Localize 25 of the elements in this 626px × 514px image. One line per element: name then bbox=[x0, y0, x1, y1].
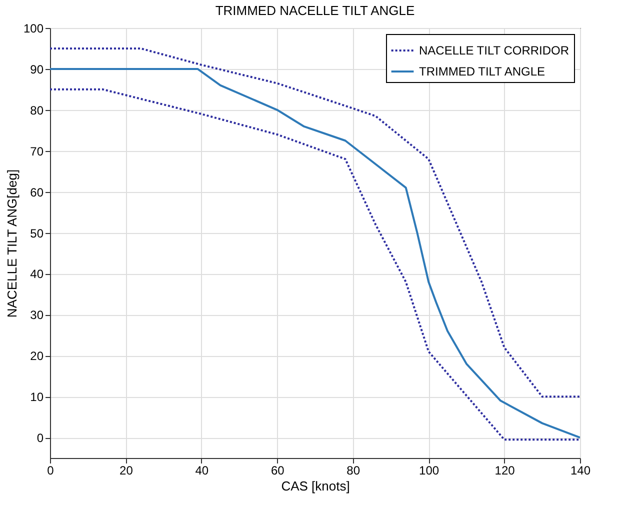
x-tick-label: 40 bbox=[195, 464, 209, 478]
y-tick-label: 80 bbox=[30, 103, 44, 118]
legend-label: TRIMMED TILT ANGLE bbox=[419, 64, 546, 78]
x-tick-label: 80 bbox=[346, 464, 360, 478]
x-tick-label: 120 bbox=[494, 464, 516, 478]
x-axis-title: CAS [knots] bbox=[281, 478, 350, 494]
y-tick-label: 20 bbox=[30, 349, 44, 364]
y-tick-label: 90 bbox=[30, 62, 44, 76]
x-tick-label: 100 bbox=[419, 464, 440, 478]
x-tick-label: 0 bbox=[47, 464, 54, 478]
y-axis-title: NACELLE TILT ANG[deg] bbox=[4, 169, 20, 318]
y-tick-label: 50 bbox=[30, 226, 44, 240]
line-series bbox=[50, 47, 580, 398]
y-tick-label: 100 bbox=[23, 22, 44, 36]
x-tick-label: 60 bbox=[270, 464, 285, 478]
y-tick-label: 10 bbox=[30, 390, 44, 404]
legend-label: NACELLE TILT CORRIDOR bbox=[419, 44, 570, 58]
y-tick-label: 60 bbox=[30, 185, 44, 200]
y-tick-label: 70 bbox=[30, 144, 44, 158]
y-tick-label: 40 bbox=[30, 267, 44, 282]
y-tick-label: 30 bbox=[30, 308, 44, 322]
y-tick-label: 0 bbox=[36, 431, 44, 446]
x-tick-label: 140 bbox=[570, 464, 591, 478]
chart-title: TRIMMED NACELLE TILT ANGLE bbox=[215, 3, 416, 18]
x-tick-label: 20 bbox=[120, 464, 134, 478]
